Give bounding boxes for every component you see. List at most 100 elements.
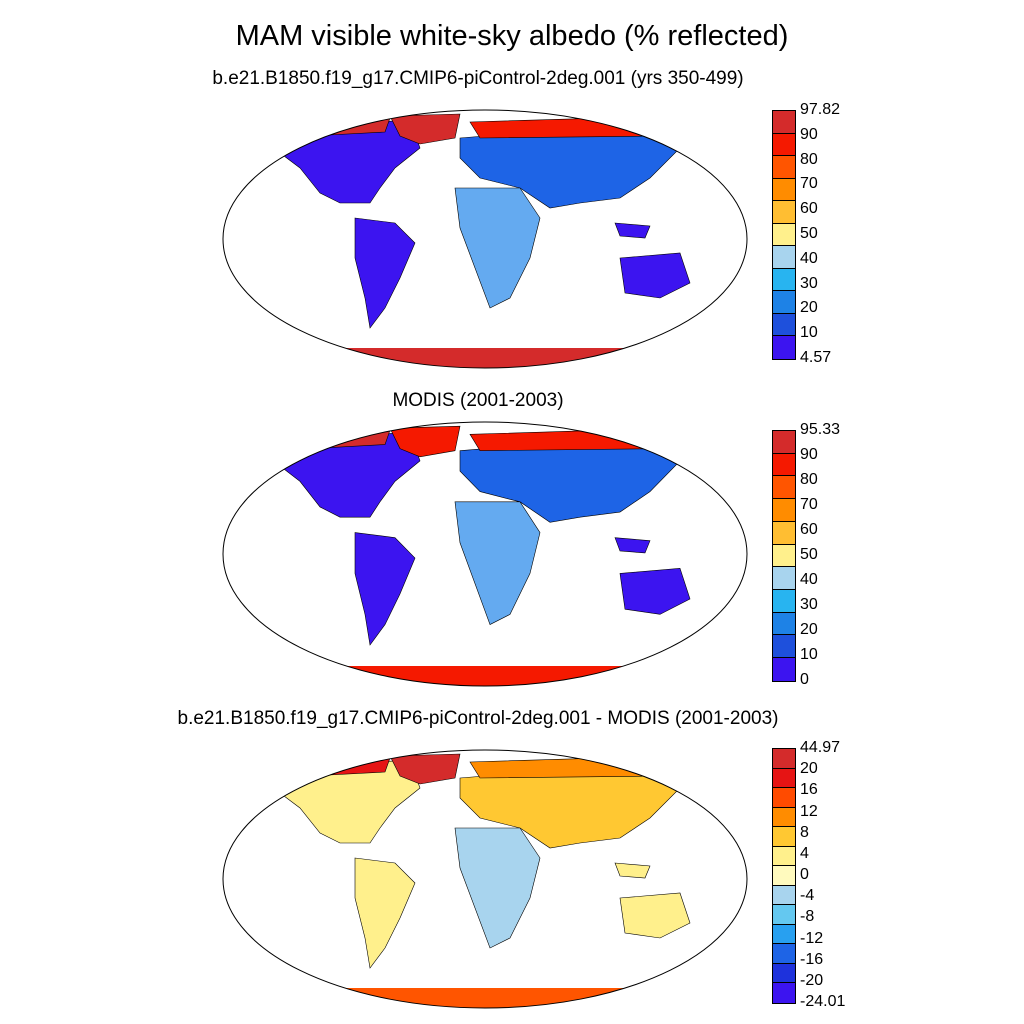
land-region	[619, 567, 691, 615]
colorbar-segment	[773, 567, 795, 591]
colorbar-tick-label: 70	[800, 175, 818, 193]
colorbar-segment	[773, 635, 795, 659]
colorbar-tick-label: 90	[800, 446, 818, 463]
colorbar-segment	[773, 476, 795, 500]
colorbar-segment	[773, 268, 795, 292]
colorbar-tick-label: 10	[800, 646, 818, 663]
colorbar-tick-label: 4	[800, 844, 809, 862]
colorbar-tick-label: 16	[800, 781, 818, 799]
land-region	[354, 857, 416, 969]
colorbar-tick-label: -4	[800, 887, 815, 905]
colorbar-tick-label: 44.97	[800, 739, 841, 756]
colorbar-segment	[773, 827, 795, 847]
colorbar-tick-label: 20	[800, 299, 818, 317]
colorbar-tick-label: 70	[800, 496, 818, 513]
colorbar-segment	[773, 499, 795, 522]
land-region	[354, 217, 416, 329]
colorbar-segment	[773, 866, 795, 886]
colorbar-segment	[773, 133, 795, 157]
colorbar-modis	[772, 430, 796, 682]
antarctica-region	[223, 988, 747, 1008]
colorbar-segment	[773, 291, 795, 314]
colorbar-tick-label: -12	[800, 929, 824, 947]
colorbar-segment	[773, 885, 795, 906]
colorbar-segment	[773, 983, 795, 1003]
land-region	[614, 862, 651, 879]
colorbar-tick-label: 0	[800, 671, 809, 688]
colorbar-segment	[773, 431, 795, 454]
colorbar-segment	[773, 944, 795, 964]
map-outline	[222, 749, 748, 1009]
colorbar-segment	[773, 924, 795, 945]
colorbar-tick-label: 30	[800, 596, 818, 613]
land-region	[454, 501, 541, 626]
colorbar-segment	[773, 905, 795, 925]
antarctica-region	[223, 666, 747, 686]
colorbar-tick-label: 50	[800, 225, 818, 242]
colorbar-segment	[773, 453, 795, 477]
colorbar-difference	[772, 748, 796, 1004]
land-region	[389, 425, 461, 458]
colorbar-segment	[773, 788, 795, 808]
colorbar-segment	[773, 768, 795, 789]
colorbar-segment	[773, 521, 795, 545]
colorbar-segment	[773, 590, 795, 613]
colorbar-segment	[773, 807, 795, 828]
land-region	[454, 187, 541, 309]
map-panel-modis	[222, 421, 748, 687]
colorbar-tick-label: 10	[800, 324, 818, 342]
colorbar-tick-label: 4.57	[800, 349, 832, 366]
colorbar-tick-label: 50	[800, 546, 818, 563]
colorbar-tick-label: 97.82	[800, 101, 841, 118]
map-outline	[222, 109, 748, 369]
colorbar-model	[772, 110, 796, 360]
colorbar-tick-label: 60	[800, 521, 818, 538]
colorbar-tick-label: 20	[800, 621, 818, 638]
land-region	[389, 113, 461, 145]
land-region	[614, 222, 651, 239]
colorbar-tick-label: 12	[800, 802, 818, 820]
colorbar-tick-label: 80	[800, 471, 818, 488]
colorbar-tick-label: 40	[800, 571, 818, 588]
colorbar-tick-label: 40	[800, 249, 818, 267]
colorbar-tick-label: 60	[800, 200, 818, 218]
land-region	[614, 537, 651, 554]
panel-2-subtitle: MODIS (2001-2003)	[392, 390, 564, 411]
land-region	[619, 252, 691, 299]
colorbar-tick-label: 90	[800, 125, 818, 143]
colorbar-segment	[773, 178, 795, 202]
colorbar-segment	[773, 336, 795, 359]
colorbar-segment	[773, 223, 795, 247]
map-panel-difference	[222, 749, 748, 1009]
colorbar-segment	[773, 201, 795, 224]
map-outline	[222, 421, 748, 687]
land-region	[389, 753, 461, 785]
land-region	[454, 827, 541, 949]
antarctica-region	[223, 348, 747, 368]
colorbar-segment	[773, 111, 795, 134]
colorbar-tick-label: 20	[800, 760, 818, 778]
colorbar-segment	[773, 963, 795, 984]
colorbar-segment	[773, 612, 795, 636]
colorbar-tick-label: -8	[800, 908, 815, 926]
colorbar-tick-label: 95.33	[800, 421, 841, 438]
colorbar-tick-label: -16	[800, 950, 824, 968]
colorbar-segment	[773, 846, 795, 867]
land-region	[619, 892, 691, 939]
colorbar-segment	[773, 313, 795, 337]
colorbar-tick-label: -20	[800, 971, 824, 989]
colorbar-tick-label: 0	[800, 866, 809, 883]
colorbar-segment	[773, 246, 795, 269]
colorbar-tick-label: 8	[800, 823, 809, 841]
panel-1-subtitle: b.e21.B1850.f19_g17.CMIP6-piControl-2deg…	[212, 68, 744, 89]
land-region	[354, 532, 416, 646]
colorbar-segment	[773, 749, 795, 769]
colorbar-segment	[773, 544, 795, 568]
colorbar-segment	[773, 658, 795, 681]
colorbar-tick-label: -24.01	[800, 993, 846, 1010]
colorbar-tick-label: 80	[800, 150, 818, 168]
figure-title: MAM visible white-sky albedo (% reflecte…	[235, 20, 789, 52]
panel-3-subtitle: b.e21.B1850.f19_g17.CMIP6-piControl-2deg…	[177, 708, 779, 729]
colorbar-tick-label: 30	[800, 274, 818, 292]
colorbar-segment	[773, 156, 795, 179]
